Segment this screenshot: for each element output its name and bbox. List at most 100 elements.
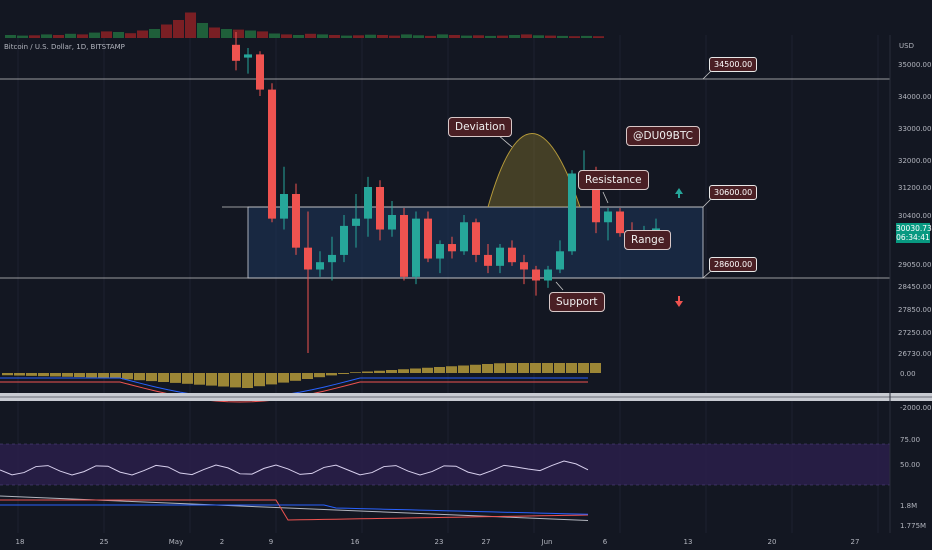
macd-histogram-bar [254, 373, 265, 387]
volume-bar [305, 33, 316, 38]
macd-histogram-bar [506, 363, 517, 373]
rsi-band [0, 444, 890, 485]
macd-histogram-bar [62, 373, 73, 377]
candle-body [472, 222, 480, 255]
candle-body [556, 251, 564, 270]
time-tick-label: 20 [768, 538, 777, 546]
volume-bar [341, 35, 352, 38]
macd-histogram-bar [50, 373, 61, 377]
time-tick-label: 27 [482, 538, 491, 546]
candle-body [568, 173, 576, 252]
volume-bar [401, 34, 412, 38]
volume-bar [569, 36, 580, 38]
indicator-tick-label: -2000.00 [900, 404, 931, 412]
macd-histogram-bar [194, 373, 205, 385]
price-tick-label: 27250.00 [898, 329, 931, 337]
volume-bar [533, 35, 544, 38]
macd-histogram-bar [566, 363, 577, 373]
macd-histogram-bar [446, 366, 457, 373]
indicator-line-red [0, 499, 589, 521]
candle-body [376, 187, 384, 230]
volume-bar [377, 35, 388, 38]
time-tick-label: 16 [351, 538, 360, 546]
volume-bar [461, 35, 472, 38]
volume-bar [473, 35, 484, 38]
volume-bar [53, 35, 64, 38]
down-arrow-icon [675, 301, 683, 307]
macd-histogram-bar [482, 364, 493, 373]
price-tick-label: 31200.00 [898, 184, 931, 192]
macd-histogram-bar [14, 373, 25, 376]
candle-body [292, 194, 300, 248]
currency-label: USD [899, 42, 914, 50]
macd-histogram-bar [122, 373, 133, 380]
macd-histogram-bar [338, 373, 349, 374]
candle-body [508, 247, 516, 263]
candle-body [400, 215, 408, 277]
candle-body [424, 218, 432, 259]
macd-histogram-bar [398, 369, 409, 373]
macd-histogram-bar [290, 373, 301, 381]
macd-histogram-bar [458, 365, 469, 373]
macd-histogram-bar [578, 363, 589, 373]
symbol-header: Bitcoin / U.S. Dollar, 1D, BITSTAMP [4, 43, 125, 51]
time-tick-label: 18 [16, 538, 25, 546]
current-price-value: 30030.73 [896, 224, 932, 233]
volume-bar [329, 35, 340, 38]
macd-histogram-bar [470, 364, 481, 373]
time-tick-label: 6 [603, 538, 608, 546]
volume-bar [77, 34, 88, 38]
macd-histogram-bar [158, 373, 169, 382]
macd-histogram-bar [554, 363, 565, 373]
macd-histogram-bar [218, 373, 229, 387]
volume-bar [449, 35, 460, 38]
candle-body [388, 215, 396, 230]
macd-histogram-bar [110, 373, 121, 379]
candle-body [316, 262, 324, 270]
volume-bar [41, 34, 52, 38]
macd-histogram-bar [242, 373, 253, 388]
volume-bars [5, 12, 604, 38]
price-tick-label: 33000.00 [898, 125, 931, 133]
volume-bar [557, 35, 568, 38]
candle-body [244, 54, 252, 58]
price-tick-label: 30400.00 [898, 212, 931, 220]
candle-body [592, 170, 600, 223]
volume-bar [101, 31, 112, 38]
macd-histogram-bar [2, 373, 13, 376]
candle-body [304, 247, 312, 270]
volume-bar [89, 32, 100, 38]
up-arrow-stem [678, 194, 680, 198]
time-tick-label: 13 [684, 538, 693, 546]
current-price-countdown: 06:34:41 [896, 233, 930, 242]
price-tick-label: 27850.00 [898, 306, 931, 314]
volume-bar [353, 35, 364, 38]
macd-histogram-bar [146, 373, 157, 382]
deviation-arc [487, 133, 581, 208]
indicator-tick-label: 0.00 [900, 370, 916, 378]
price-tick-label: 26730.00 [898, 350, 931, 358]
macd-histogram-bar [590, 363, 601, 373]
price-tick-label: 29050.00 [898, 261, 931, 269]
macd-histogram-bar [182, 373, 193, 384]
volume-bar [149, 29, 160, 38]
volume-bar [65, 33, 76, 38]
time-tick-label: 23 [435, 538, 444, 546]
candle-body [268, 89, 276, 219]
volume-bar [257, 31, 268, 38]
volume-bar [497, 35, 508, 38]
candle-body [532, 269, 540, 281]
candle-body [412, 218, 420, 277]
volume-bar [269, 33, 280, 38]
current-price-badge: 30030.73 06:34:41 [896, 223, 932, 243]
macd-histogram-bar [362, 371, 373, 373]
support-label: Support [549, 292, 605, 312]
macd-histogram-bar [26, 373, 37, 376]
macd-histogram-bar [302, 373, 313, 379]
macd-histogram-bar [410, 368, 421, 373]
volume-bar [233, 29, 244, 38]
macd-histogram-bar [230, 373, 241, 388]
indicator-tick-label: 1.8M [900, 502, 917, 510]
volume-bar [221, 29, 232, 38]
